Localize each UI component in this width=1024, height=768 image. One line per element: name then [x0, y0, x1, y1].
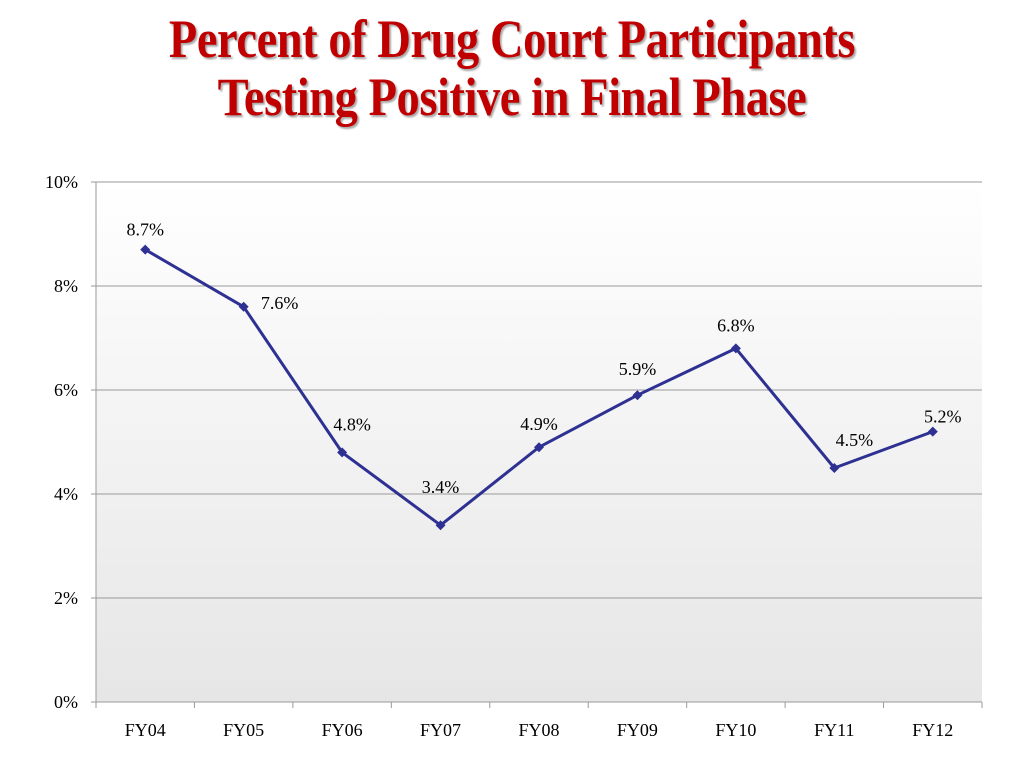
data-point-marker: [337, 447, 348, 458]
data-point-marker: [435, 520, 446, 531]
data-label: 8.7%: [126, 220, 164, 240]
data-label: 4.5%: [836, 430, 874, 450]
data-label: 5.2%: [924, 407, 962, 427]
data-label: 4.8%: [333, 414, 371, 434]
x-tick-label: FY06: [322, 720, 363, 740]
data-point-marker: [238, 301, 249, 312]
x-tick-label: FY12: [912, 720, 953, 740]
chart-title: Percent of Drug Court Participants Testi…: [72, 10, 953, 126]
x-tick-label: FY04: [125, 720, 166, 740]
y-tick-label: 0%: [54, 692, 78, 712]
x-tick-label: FY07: [420, 720, 461, 740]
x-tick-label: FY10: [715, 720, 756, 740]
series: [140, 244, 938, 531]
data-point-marker: [927, 426, 938, 437]
data-label: 3.4%: [422, 477, 460, 497]
data-label: 5.9%: [619, 359, 657, 379]
data-labels: 8.7% 7.6% 4.8% 3.4% 4.9% 5.9% 6.8% 4.5% 5.2%: [126, 220, 961, 498]
data-label: 6.8%: [717, 315, 755, 335]
x-tick-label: FY05: [223, 720, 264, 740]
gridlines: [96, 181, 982, 599]
axes: [91, 181, 983, 708]
y-tick-labels: 0% 2% 4% 6% 8% 10%: [45, 172, 78, 712]
plot-area: [96, 182, 982, 702]
y-tick-label: 4%: [54, 484, 78, 504]
data-label: 7.6%: [261, 293, 299, 313]
chart-title-line-1: Percent of Drug Court Participants: [168, 9, 856, 69]
y-tick-label: 10%: [45, 172, 78, 192]
x-tick-label: FY08: [518, 720, 559, 740]
y-tick-label: 6%: [54, 380, 78, 400]
x-tick-label: FY11: [814, 720, 854, 740]
chart-title-line-2: Testing Positive in Final Phase: [217, 67, 807, 127]
data-point-marker: [140, 244, 151, 255]
data-point-marker: [632, 390, 643, 401]
x-tick-label: FY09: [617, 720, 658, 740]
data-point-marker: [829, 463, 840, 473]
y-tick-label: 2%: [54, 588, 78, 608]
data-label: 4.9%: [520, 414, 558, 434]
data-point-marker: [534, 442, 544, 453]
data-point-marker: [730, 343, 741, 354]
x-tick-labels: FY04 FY05 FY06 FY07 FY08 FY09 FY10 FY11 FY12: [125, 720, 954, 740]
y-tick-label: 8%: [54, 276, 78, 296]
